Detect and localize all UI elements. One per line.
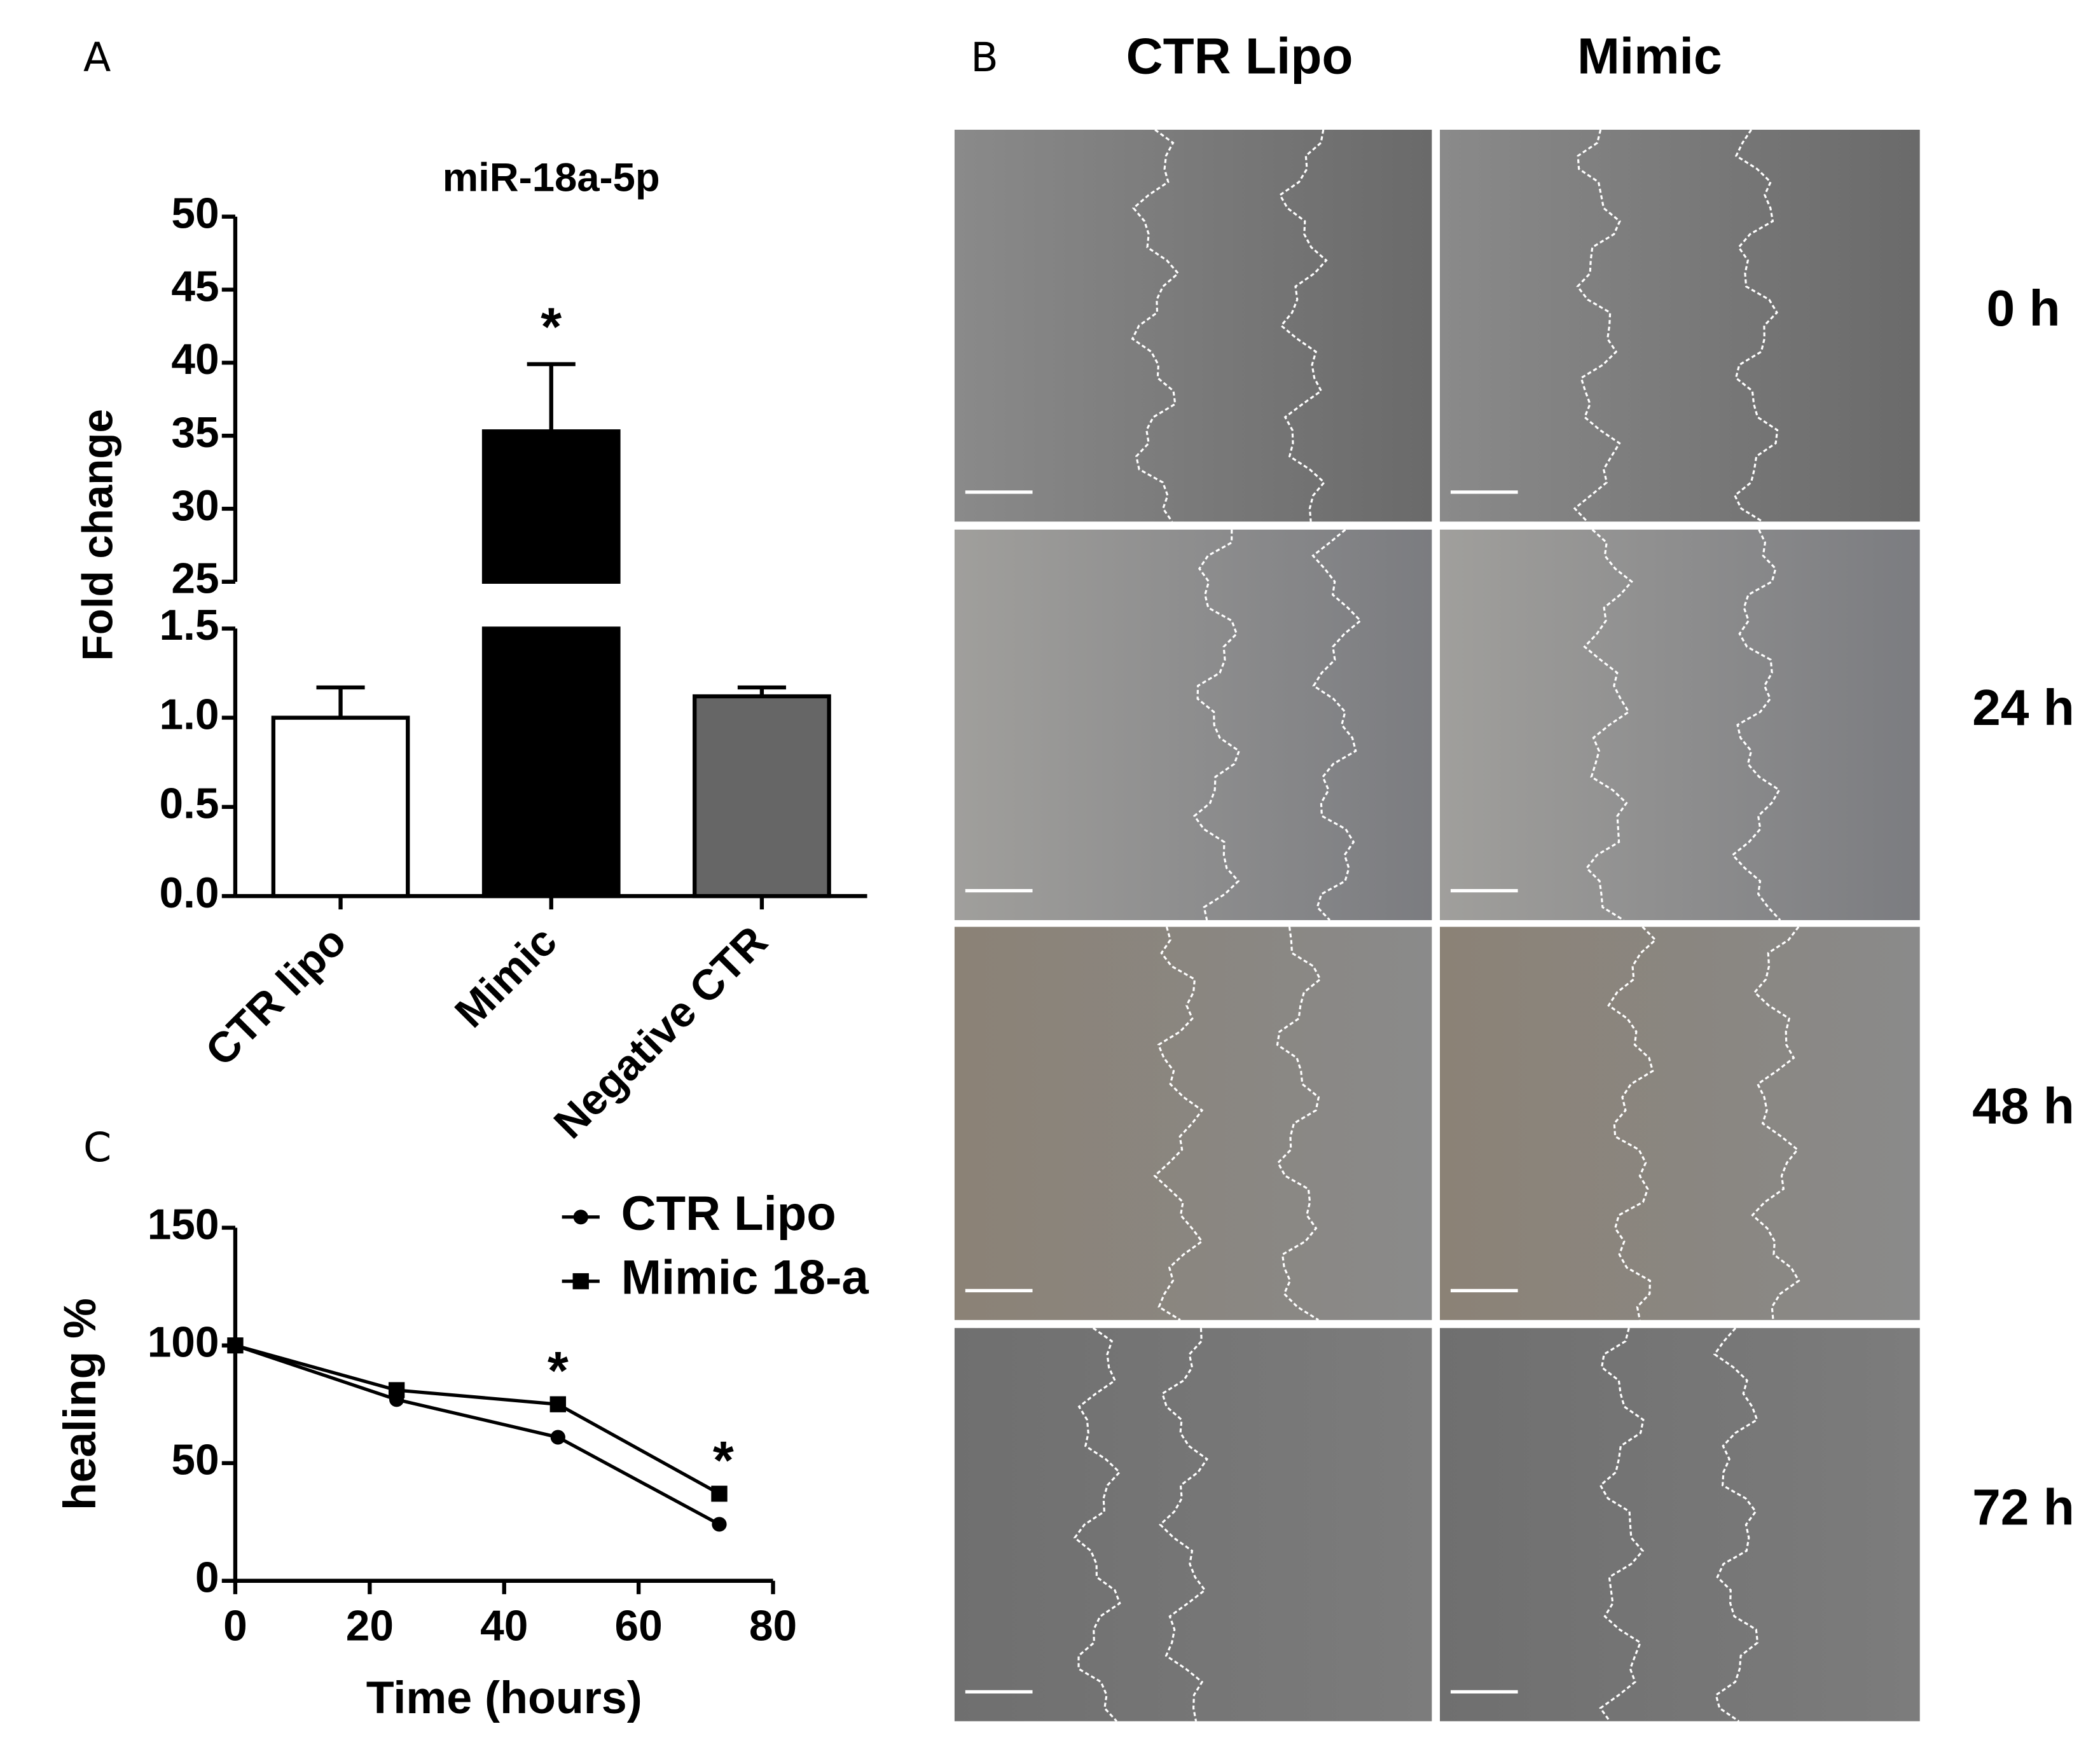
wound-edge	[1159, 1328, 1209, 1721]
x-axis-label: Time (hours)	[366, 1673, 642, 1723]
y-axis-label: Fold change	[74, 409, 121, 661]
wound-edge	[1073, 1327, 1121, 1722]
wound-edge	[1607, 926, 1657, 1321]
marker	[711, 1486, 728, 1502]
marker	[550, 1430, 565, 1445]
marker	[388, 1382, 405, 1398]
x-tick-label: 60	[615, 1602, 663, 1650]
y-tick-label: 0.5	[160, 780, 219, 828]
micrograph	[1440, 927, 1920, 1320]
wound-edge	[1278, 129, 1328, 522]
bar	[481, 429, 621, 584]
micrograph	[1440, 529, 1920, 920]
error-bar	[316, 685, 365, 718]
column-header: CTR Lipo	[1126, 27, 1353, 85]
bar	[481, 626, 621, 899]
y-tick-label: 0.0	[160, 869, 219, 917]
wound-edge	[1192, 529, 1241, 921]
wound-edge	[1131, 128, 1180, 523]
wound-edge	[1583, 528, 1634, 921]
x-tick-label: CTR lipo	[197, 917, 356, 1075]
x-tick-label: 80	[749, 1602, 797, 1650]
series-line	[235, 1344, 721, 1496]
y-tick-label: 40	[171, 336, 219, 383]
wound-edge	[1153, 926, 1204, 1321]
marker	[227, 1337, 244, 1354]
micrograph	[954, 927, 1432, 1320]
marker	[549, 1396, 566, 1412]
y-tick-label: 30	[171, 482, 219, 530]
micrograph	[1440, 1328, 1920, 1721]
error-bar	[737, 685, 786, 696]
x-tick-label: 20	[346, 1602, 394, 1650]
legend-marker	[573, 1210, 588, 1225]
y-tick-label: 25	[171, 555, 219, 603]
wound-edge	[1713, 1327, 1759, 1722]
wound-edge	[1311, 528, 1362, 921]
bar	[693, 694, 831, 899]
column-header: Mimic	[1577, 27, 1722, 85]
micrograph	[954, 529, 1432, 920]
wound-edge	[1731, 529, 1781, 921]
row-label: 0 h	[1986, 279, 2060, 336]
x-tick-label: 40	[480, 1602, 528, 1650]
error-bar	[527, 362, 576, 432]
panel-label: B	[971, 34, 998, 81]
annotation: *	[548, 1341, 569, 1400]
y-tick-label: 50	[171, 1437, 219, 1484]
panel-label: A	[83, 34, 111, 81]
row-label: 72 h	[1972, 1479, 2075, 1536]
x-tick-label: Mimic	[446, 917, 566, 1037]
micrograph	[954, 129, 1432, 522]
y-tick-label: 35	[171, 409, 219, 457]
row-label: 48 h	[1972, 1077, 2075, 1135]
micrograph	[954, 1328, 1432, 1721]
series-line	[235, 1344, 721, 1526]
y-tick-label: 45	[171, 263, 219, 310]
x-tick-label: Negative CTR	[545, 917, 777, 1147]
y-axis-label: healing %	[55, 1298, 106, 1510]
bar	[271, 715, 410, 899]
chart-title: miR-18a-5p	[443, 156, 660, 200]
legend-marker	[572, 1273, 589, 1290]
wound-edge	[1751, 926, 1800, 1320]
annotation: *	[541, 296, 562, 356]
annotation: *	[713, 1430, 734, 1490]
marker	[712, 1517, 727, 1532]
y-tick-label: 0	[195, 1554, 219, 1602]
y-tick-label: 1.0	[160, 691, 219, 739]
wound-edge	[1733, 129, 1779, 523]
row-label: 24 h	[1972, 679, 2075, 736]
legend-label: Mimic 18-a	[621, 1251, 869, 1305]
y-tick-label: 150	[148, 1201, 219, 1249]
y-tick-label: 50	[171, 190, 219, 238]
x-tick-label: 0	[223, 1602, 247, 1650]
micrograph	[1440, 129, 1920, 522]
panel-label: C	[83, 1124, 111, 1171]
y-tick-label: 100	[148, 1319, 219, 1367]
legend-label: CTR Lipo	[621, 1187, 836, 1241]
y-tick-label: 1.5	[160, 602, 219, 649]
